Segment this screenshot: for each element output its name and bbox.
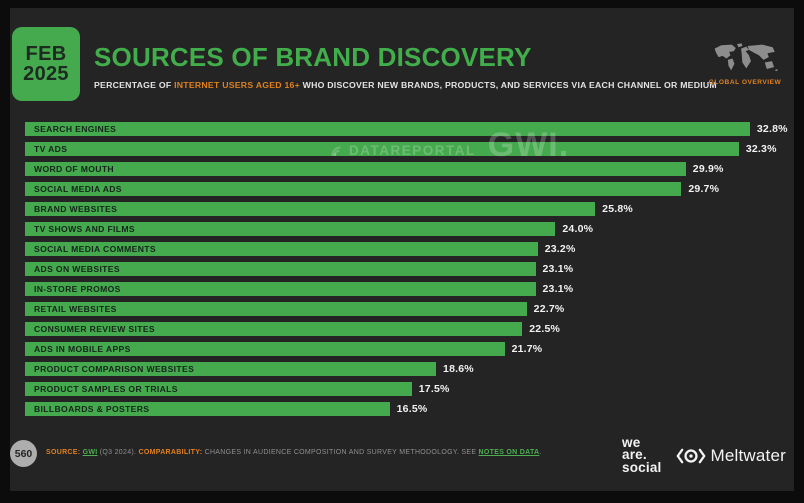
we-are-social-line-social: social [622,459,662,475]
subtitle-highlight: INTERNET USERS AGED 16+ [174,80,300,90]
bar-category-label: SOCIAL MEDIA COMMENTS [34,244,156,254]
comparability-text: CHANGES IN AUDIENCE COMPOSITION AND SURV… [204,449,477,456]
source-label: SOURCE: [46,449,81,456]
bar: WORD OF MOUTH [25,162,686,176]
meltwater-icon [676,448,705,463]
bar-row: SEARCH ENGINES 32.8% [25,119,789,139]
bar: BILLBOARDS & POSTERS [25,402,390,416]
page-title: SOURCES OF BRAND DISCOVERY [94,42,532,72]
bar-row: WORD OF MOUTH 29.9% [25,159,789,179]
bar: BRAND WEBSITES [25,202,596,216]
page-subtitle: PERCENTAGE OF INTERNET USERS AGED 16+ WH… [94,80,717,90]
bar-row: ADS IN MOBILE APPS 21.7% [25,339,789,359]
bar-value-label: 22.5% [529,323,561,335]
bar-category-label: SOCIAL MEDIA ADS [34,184,122,194]
comparability-label: COMPARABILITY: [138,449,203,456]
bar-value-label: 17.5% [418,383,450,395]
bar-value-label: 24.0% [562,223,594,235]
footer: 560 SOURCE: GWI (Q3 2024). COMPARABILITY… [10,435,794,479]
global-overview-label: GLOBAL OVERVIEW [708,79,782,86]
bar-row: SOCIAL MEDIA COMMENTS 23.2% [25,239,789,259]
bar-category-label: PRODUCT COMPARISON WEBSITES [34,364,195,374]
bar-row: IN-STORE PROMOS 23.1% [25,279,789,299]
bar: PRODUCT SAMPLES OR TRIALS [25,382,412,396]
slide-panel: FEB 2025 SOURCES OF BRAND DISCOVERY PERC… [10,8,794,491]
bar-value-label: 21.7% [511,343,543,355]
bar-category-label: SEARCH ENGINES [34,124,117,134]
meltwater-label: Meltwater [710,445,786,465]
bar-value-label: 23.2% [544,243,576,255]
world-map-icon [714,43,778,72]
bar-value-label: 25.8% [602,203,633,215]
subtitle-suffix: WHO DISCOVER NEW BRANDS, PRODUCTS, AND S… [299,80,717,90]
bar-category-label: PRODUCT SAMPLES OR TRIALS [34,384,178,394]
date-badge: FEB 2025 [12,27,80,101]
bar-category-label: CONSUMER REVIEW SITES [34,324,155,334]
bar-value-label: 29.9% [692,163,724,175]
date-month: FEB [25,42,67,65]
bar: IN-STORE PROMOS [25,282,536,296]
source-line: SOURCE: GWI (Q3 2024). COMPARABILITY: CH… [46,449,542,456]
source-detail: (Q3 2024). [99,449,137,456]
bar-value-label: 23.1% [542,283,574,295]
notes-period: . [539,449,542,456]
bar-row: SOCIAL MEDIA ADS 29.7% [25,179,789,199]
subtitle-prefix: PERCENTAGE OF [94,80,175,90]
we-are-social-line-we: we [622,435,641,450]
bar: SOCIAL MEDIA ADS [25,182,682,196]
bar: RETAIL WEBSITES [25,302,527,316]
bar-row: PRODUCT COMPARISON WEBSITES 18.6% [25,359,789,379]
bar-value-label: 18.6% [443,363,474,375]
bar-chart: SEARCH ENGINES 32.8% TV ADS 32.3% WORD OF MO… [25,119,789,419]
date-year: 2025 [23,63,69,85]
meltwater-logo: Meltwater [676,446,787,466]
we-are-social-line-are: are. [622,447,647,463]
footer-logos: we are. social Meltwater [622,435,787,475]
bar-value-label: 16.5% [396,403,428,415]
bar-row: PRODUCT SAMPLES OR TRIALS 17.5% [25,379,789,399]
bar-category-label: ADS ON WEBSITES [34,264,120,274]
bar-value-label: 22.7% [533,303,565,315]
bar-row: BRAND WEBSITES 25.8% [25,199,789,219]
bar: SEARCH ENGINES [25,122,750,136]
bar-category-label: RETAIL WEBSITES [34,304,117,314]
bar: PRODUCT COMPARISON WEBSITES [25,362,437,376]
bar-category-label: IN-STORE PROMOS [34,284,121,294]
bar-row: CONSUMER REVIEW SITES 22.5% [25,319,789,339]
bar: SOCIAL MEDIA COMMENTS [25,242,538,256]
bar: TV ADS [25,142,739,156]
bar: ADS ON WEBSITES [25,262,536,276]
bar-category-label: WORD OF MOUTH [34,164,114,174]
bar-row: TV ADS 32.3% [25,139,789,159]
bar-value-label: 29.7% [688,183,720,195]
bar-row: RETAIL WEBSITES 22.7% [25,299,789,319]
bar: CONSUMER REVIEW SITES [25,322,523,336]
bar-category-label: BRAND WEBSITES [34,204,118,214]
bar-category-label: ADS IN MOBILE APPS [34,344,131,354]
page-number-badge: 560 [10,440,37,467]
bar-category-label: TV ADS [34,144,68,154]
notes-on-data-link[interactable]: NOTES ON DATA [478,449,540,456]
bar-value-label: 32.8% [756,123,788,135]
bar-category-label: TV SHOWS AND FILMS [34,224,135,234]
we-are-social-logo: we are. social [622,435,662,475]
bar-row: ADS ON WEBSITES 23.1% [25,259,789,279]
bar-value-label: 23.1% [542,263,574,275]
bar-category-label: BILLBOARDS & POSTERS [34,404,150,414]
bar-value-label: 32.3% [745,143,777,155]
title-block: SOURCES OF BRAND DISCOVERY PERCENTAGE OF… [94,42,717,90]
bar-row: TV SHOWS AND FILMS 24.0% [25,219,789,239]
bar: ADS IN MOBILE APPS [25,342,505,356]
bar-row: BILLBOARDS & POSTERS 16.5% [25,399,789,419]
source-link-gwi[interactable]: GWI [82,449,98,456]
global-overview-block: GLOBAL OVERVIEW [705,42,785,86]
bar: TV SHOWS AND FILMS [25,222,556,236]
